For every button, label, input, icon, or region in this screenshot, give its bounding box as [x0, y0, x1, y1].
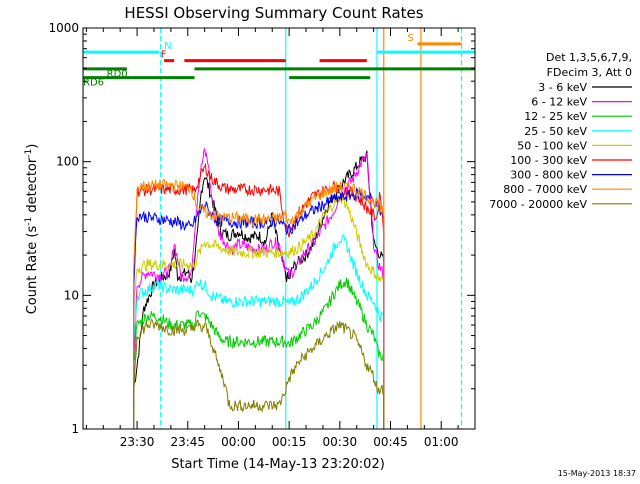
x-tick-label: 00:00 [221, 435, 256, 449]
x-tick-label: 00:45 [373, 435, 408, 449]
legend-entry-label: 3 - 6 keV [538, 81, 587, 94]
timestamp: 15-May-2013 18:37 [558, 469, 636, 478]
y-label-sup: -1 [24, 217, 34, 226]
y-label-sup: -1 [24, 149, 34, 158]
y-label-part: detector [25, 157, 40, 217]
y-tick-label: 10 [64, 288, 79, 302]
y-tick-label: 1000 [48, 21, 79, 35]
legend-entry-label: 800 - 7000 keV [503, 183, 587, 196]
series-line [133, 162, 385, 429]
legend-entry-label: 7000 - 20000 keV [489, 198, 587, 211]
y-axis-label: Count Rate (s-1 detector-1) [24, 144, 40, 315]
legend-header: Det 1,3,5,6,7,9, [546, 51, 632, 64]
plot-frame [82, 27, 476, 430]
x-tick-label: 23:45 [170, 435, 205, 449]
y-label-part: Count Rate (s [25, 226, 40, 315]
series-line [133, 193, 385, 429]
legend-entry-label: 300 - 800 keV [510, 169, 587, 182]
flag-label: S [407, 33, 413, 44]
series-line [133, 150, 385, 429]
x-tick-label: 23:30 [120, 435, 155, 449]
series-line [133, 178, 385, 429]
y-tick-label: 1 [71, 422, 79, 436]
flag-label: RD6 [83, 78, 104, 89]
flag-label: F [161, 50, 167, 61]
flag-label: RD0 [107, 69, 128, 80]
legend-entry-label: 6 - 12 keV [531, 96, 587, 109]
series-line [133, 277, 385, 429]
legend-entry-label: 12 - 25 keV [524, 110, 587, 123]
legend-entry-label: 100 - 300 keV [510, 154, 587, 167]
chart-title: HESSI Observing Summary Count Rates [124, 4, 423, 22]
series-line [133, 318, 385, 429]
series-line [133, 234, 385, 429]
legend-entry-label: 25 - 50 keV [524, 125, 587, 138]
x-tick-label: 00:30 [323, 435, 358, 449]
x-tick-label: 01:00 [424, 435, 459, 449]
y-tick-label: 100 [56, 155, 79, 169]
series-group [83, 28, 475, 429]
y-label-part: ) [25, 144, 40, 149]
flag-label: N [164, 41, 171, 52]
legend-entry-label: 50 - 100 keV [517, 139, 587, 152]
legend-header: FDecim 3, Att 0 [547, 66, 632, 79]
x-tick-label: 00:15 [272, 435, 307, 449]
x-axis-label: Start Time (14-May-13 23:20:02) [171, 457, 385, 472]
